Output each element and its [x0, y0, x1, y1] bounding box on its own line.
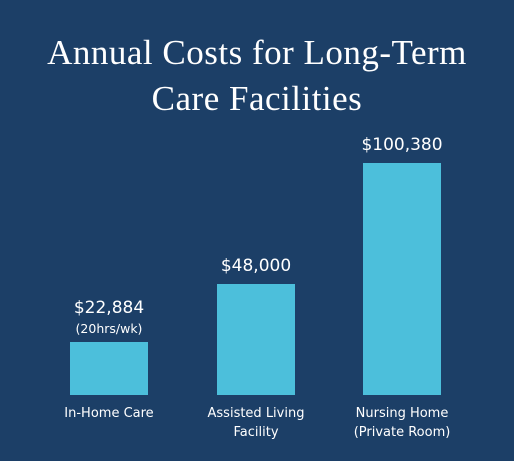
bar — [70, 342, 148, 395]
value-note: (20hrs/wk) — [75, 321, 143, 337]
value-label: $22,884 — [73, 298, 145, 319]
x-tick-label: In-Home Care — [64, 406, 154, 421]
x-tick-label: Nursing Home (Private Room) — [353, 406, 451, 440]
value-label: $100,380 — [361, 135, 443, 155]
x-tick-label: Assisted Living Facility — [207, 406, 305, 440]
bar — [363, 163, 441, 395]
value-label: $48,000 — [220, 256, 292, 277]
chart-title: Annual Costs for Long-Term Care Faciliti… — [47, 33, 467, 118]
bar — [217, 284, 295, 395]
